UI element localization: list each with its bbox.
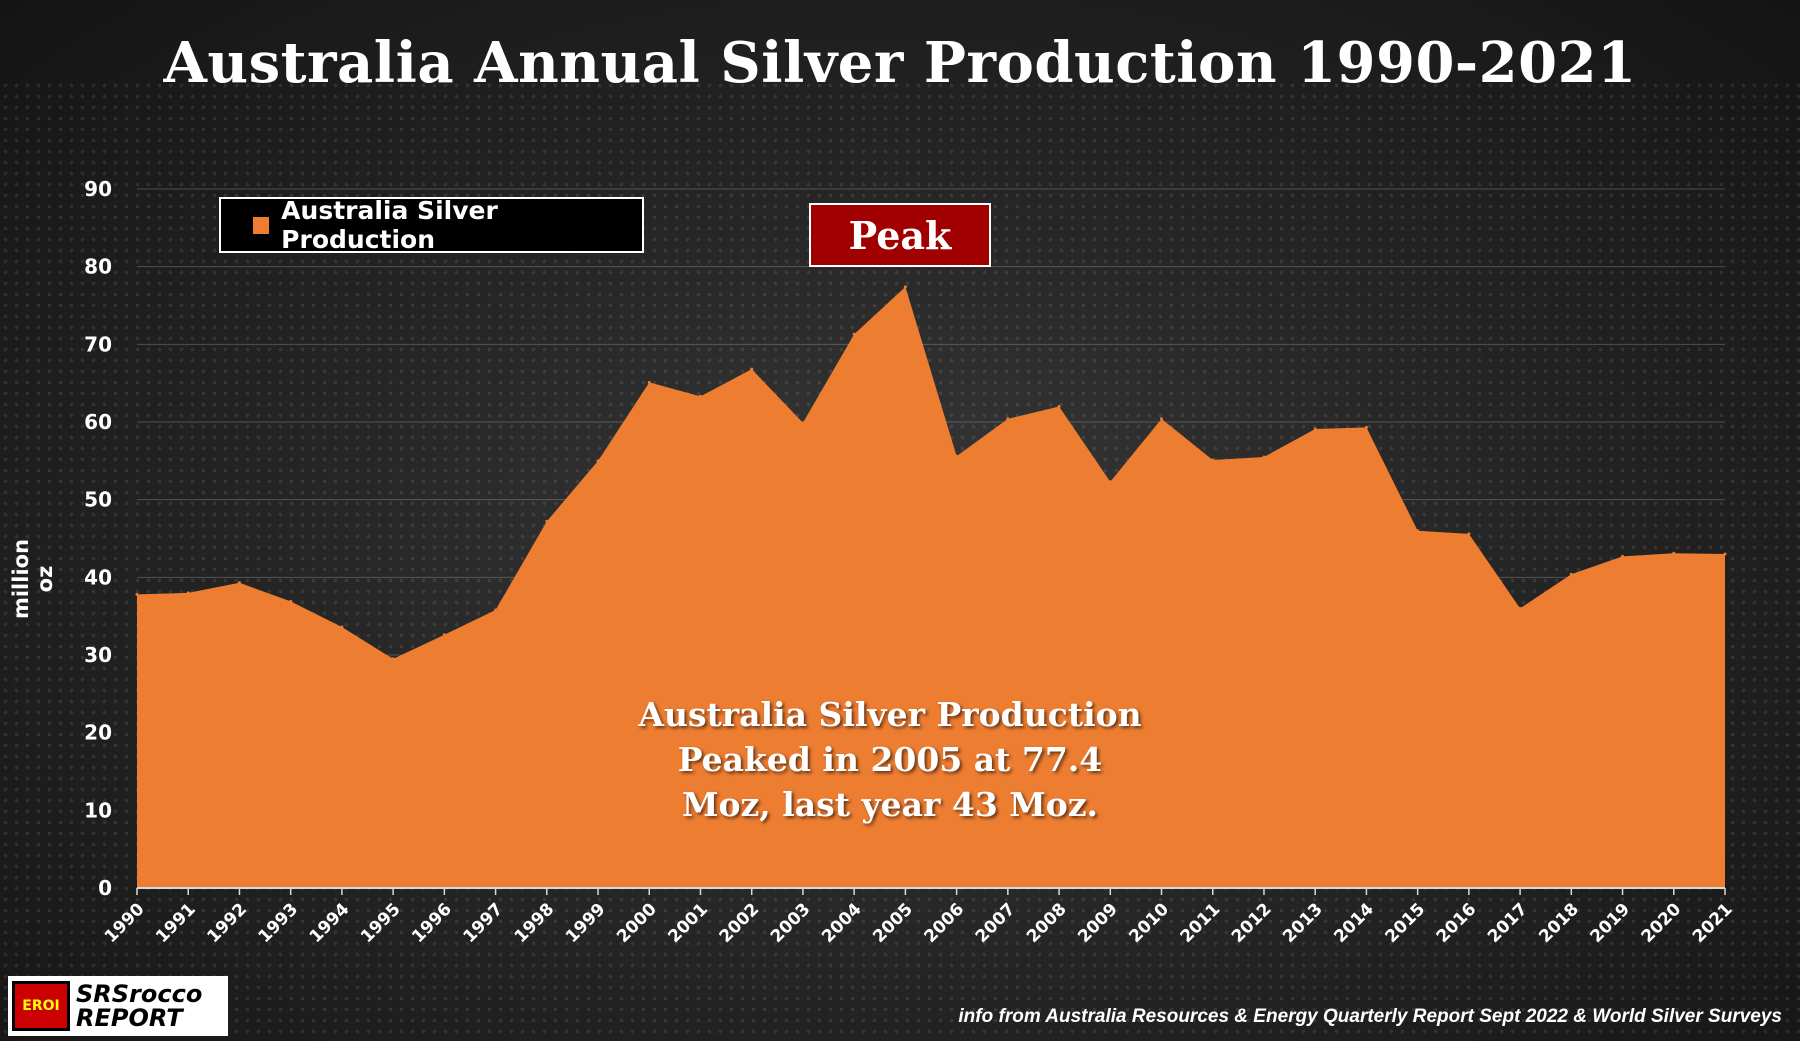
data-point-1996	[442, 633, 446, 637]
x-tick-label: 1995	[357, 899, 405, 947]
logo-badge: EROI	[12, 981, 70, 1031]
data-point-1999	[596, 459, 600, 463]
x-tick-label: 2007	[972, 899, 1020, 947]
data-point-1992	[237, 581, 241, 585]
data-point-2009	[1108, 480, 1112, 484]
data-point-1991	[186, 591, 190, 595]
x-tick-label: 2020	[1638, 899, 1686, 947]
data-point-1995	[391, 657, 395, 661]
data-point-2004	[852, 332, 856, 336]
y-tick-label: 0	[98, 876, 112, 900]
x-tick-label: 2005	[869, 899, 917, 947]
data-point-2007	[1006, 417, 1010, 421]
x-tick-label: 1990	[101, 899, 149, 947]
y-tick-label: 20	[84, 721, 112, 745]
y-axis-ticks: 0 10 20 30 40 50 60 70 80 90	[84, 177, 112, 900]
peak-callout: Peak	[809, 203, 991, 267]
data-point-2003	[801, 421, 805, 425]
annotation-text: Australia Silver Production Peaked in 20…	[600, 692, 1180, 827]
x-tick-label: 2003	[767, 899, 815, 947]
x-tick-label: 2016	[1433, 899, 1481, 947]
data-point-2005	[903, 285, 907, 289]
x-tick-label: 1994	[306, 899, 354, 947]
legend-label: Australia Silver Production	[281, 196, 498, 254]
data-point-2011	[1211, 458, 1215, 462]
x-tick-label: 2011	[1177, 899, 1225, 947]
y-tick-label: 60	[84, 410, 112, 434]
x-tick-label: 1998	[511, 899, 559, 947]
logo-line-1: SRSrocco	[76, 980, 203, 1008]
x-tick-label: 1991	[152, 899, 200, 947]
annotation-line-1: Australia Silver Production	[638, 695, 1142, 734]
legend-swatch	[253, 216, 270, 234]
y-tick-label: 80	[84, 255, 112, 279]
source-note: info from Australia Resources & Energy Q…	[958, 1006, 1782, 1027]
x-tick-label: 1992	[203, 899, 251, 947]
x-tick-label: 2014	[1330, 899, 1378, 947]
x-tick-label: 2010	[1125, 899, 1173, 947]
data-point-2015	[1416, 529, 1420, 533]
x-tick-label: 2009	[1074, 899, 1122, 947]
x-tick-label: 2013	[1279, 899, 1327, 947]
x-tick-label: 2000	[613, 899, 661, 947]
x-tick-label: 2004	[818, 899, 866, 947]
y-tick-label: 10	[84, 798, 112, 822]
data-point-2012	[1262, 455, 1266, 459]
y-tick-label: 50	[84, 488, 112, 512]
data-point-2016	[1467, 532, 1471, 536]
data-point-2000	[647, 380, 651, 384]
data-point-2001	[698, 394, 702, 398]
chart-title: Australia Annual Silver Production 1990-…	[163, 30, 1637, 96]
y-tick-label: 70	[84, 332, 112, 356]
x-tick-label: 1996	[408, 899, 456, 947]
data-point-2017	[1518, 606, 1522, 610]
x-tick-label: 2015	[1382, 899, 1430, 947]
x-tick-label: 2018	[1535, 899, 1583, 947]
y-tick-label: 30	[84, 643, 112, 667]
y-tick-label: 40	[84, 565, 112, 589]
legend: Australia Silver Production	[219, 196, 644, 254]
data-point-2002	[750, 367, 754, 371]
data-point-2008	[1057, 404, 1061, 408]
x-tick-label: 1999	[562, 899, 610, 947]
data-point-2021	[1723, 552, 1727, 556]
data-point-1997	[494, 608, 498, 612]
x-tick-label: 2019	[1586, 899, 1634, 947]
data-point-2010	[1160, 417, 1164, 421]
data-point-2013	[1313, 427, 1317, 431]
annotation-line-2: Peaked in 2005 at 77.4	[677, 740, 1103, 779]
data-point-1994	[340, 625, 344, 629]
data-point-1998	[545, 519, 549, 523]
data-point-2006	[955, 454, 959, 458]
y-tick-label: 90	[84, 177, 112, 201]
data-point-1990	[135, 592, 139, 596]
x-tick-label: 2006	[921, 899, 969, 947]
x-axis-ticks: 1990 1991 1992 1993 1994 1995 1996 1997 1998 1999…	[101, 888, 1737, 947]
logo-text: SRSrocco REPORT	[76, 982, 202, 1030]
annotation-line-3: Moz, last year 43 Moz.	[681, 785, 1099, 824]
x-tick-label: 2002	[716, 899, 764, 947]
x-tick-label: 2021	[1689, 899, 1737, 947]
x-tick-label: 1997	[460, 899, 508, 947]
x-tick-label: 2001	[664, 899, 712, 947]
x-tick-label: 2008	[1023, 899, 1071, 947]
x-tick-label: 2017	[1484, 899, 1532, 947]
srsrocco-logo: EROI SRSrocco REPORT	[8, 976, 228, 1036]
data-point-2020	[1672, 551, 1676, 555]
logo-line-2: REPORT	[76, 1004, 183, 1032]
data-point-2018	[1569, 572, 1573, 576]
data-point-2014	[1364, 425, 1368, 429]
data-point-1993	[289, 599, 293, 603]
series-area	[137, 286, 1725, 888]
y-axis-label: million oz	[9, 538, 57, 620]
series-area-layer	[135, 285, 1727, 888]
x-tick-label: 2012	[1228, 899, 1276, 947]
data-point-2019	[1621, 554, 1625, 558]
x-tick-label: 1993	[255, 899, 303, 947]
